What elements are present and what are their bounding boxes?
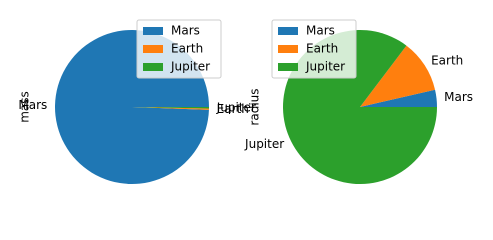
legend-swatch bbox=[143, 27, 163, 35]
legend-swatch bbox=[278, 27, 298, 35]
legend-label: Earth bbox=[171, 42, 203, 56]
pie-wedge bbox=[360, 45, 436, 107]
wedge-label: Earth bbox=[431, 53, 463, 67]
wedge-label: Mars bbox=[18, 98, 47, 112]
legend-swatch bbox=[278, 45, 298, 53]
legend-swatch bbox=[143, 63, 163, 71]
legend-label: Earth bbox=[306, 42, 338, 56]
legend-label: Jupiter bbox=[170, 60, 210, 74]
legend-label: Mars bbox=[306, 24, 335, 38]
pie-wedge bbox=[132, 107, 209, 110]
figure: Mars EarthJupitermassMarsEarthJupiterMars… bbox=[18, 19, 473, 185]
legend-swatch bbox=[143, 45, 163, 53]
y-axis-label: radius bbox=[248, 88, 262, 125]
pie-wedge bbox=[360, 89, 437, 107]
legend-label: Mars bbox=[171, 24, 200, 38]
pie-wedge bbox=[132, 107, 209, 109]
wedge-label: Jupiter bbox=[216, 100, 256, 114]
wedge-label: Mars bbox=[444, 90, 473, 104]
y-axis-label: mass bbox=[18, 91, 32, 123]
legend-label: Jupiter bbox=[305, 60, 345, 74]
wedge-label: Jupiter bbox=[244, 137, 284, 151]
wedge-label: Earth bbox=[217, 102, 249, 116]
legend-swatch bbox=[278, 63, 298, 71]
